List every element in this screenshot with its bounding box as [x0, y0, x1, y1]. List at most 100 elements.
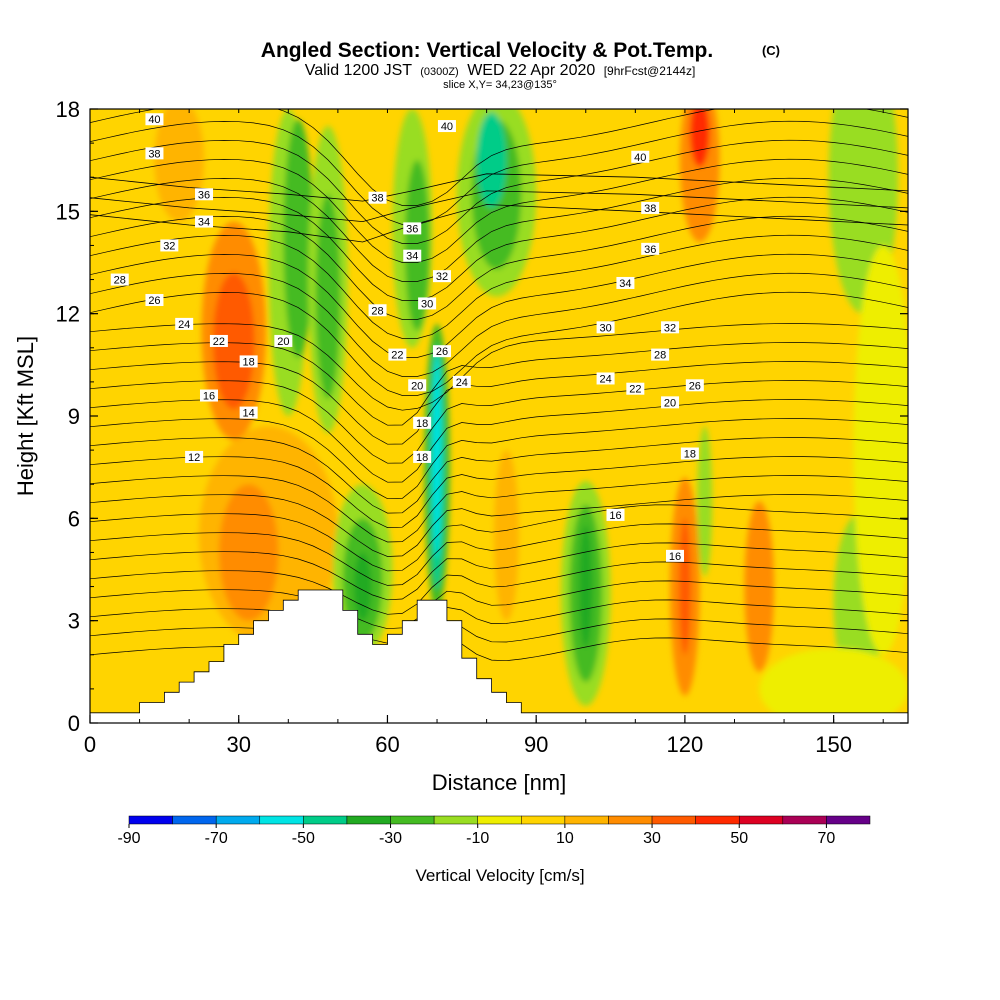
subtitle-date: WED 22 Apr 2020	[467, 62, 595, 79]
velocity-region	[212, 272, 255, 410]
isentrope-line	[90, 253, 908, 358]
contour-label-text: 38	[644, 203, 656, 215]
y-tick-label: 18	[56, 97, 80, 122]
contour-label-box	[368, 191, 387, 204]
colorbar-bin	[608, 815, 653, 825]
contour-label-box	[403, 249, 422, 262]
contour-label: 38	[145, 147, 164, 160]
y-tick-label: 0	[68, 711, 80, 736]
isentrope-line	[90, 177, 908, 282]
contour-label: 28	[368, 304, 387, 317]
contour-label-box	[651, 348, 670, 361]
contour-label-text: 38	[148, 148, 160, 160]
velocity-region	[154, 109, 205, 222]
isentrope-line	[90, 399, 908, 483]
contour-label-text: 36	[644, 244, 656, 256]
velocity-region	[404, 160, 430, 331]
isentrope-line	[90, 475, 908, 543]
contour-label-text: 12	[188, 452, 200, 464]
contour-label-box	[432, 345, 451, 358]
x-tick-label: 0	[84, 732, 96, 757]
x-tick-label: 150	[815, 732, 852, 757]
contour-label: 20	[408, 379, 427, 392]
contour-label-box	[403, 222, 422, 235]
contour-label-text: 16	[669, 551, 681, 563]
subtitle-valid: Valid 1200 JST	[305, 62, 413, 79]
contour-label: 34	[616, 276, 635, 290]
y-tick-label: 3	[68, 609, 80, 634]
isentrope-line	[90, 190, 908, 223]
contour-label-box	[195, 215, 214, 228]
contour-label-text: 28	[114, 275, 126, 287]
contour-label-box	[596, 321, 615, 334]
contour-label: 24	[596, 372, 615, 385]
isentrope-line	[90, 215, 908, 320]
contour-label: 24	[452, 375, 471, 389]
colorbar-bin	[259, 815, 304, 825]
contour-label-box	[641, 242, 660, 255]
contour-label-text: 18	[243, 356, 255, 368]
contour-label: 26	[685, 379, 704, 392]
contour-label: 30	[596, 321, 615, 334]
colorbar-bin	[564, 815, 609, 825]
isentrope-line	[90, 234, 908, 339]
x-tick-label: 90	[524, 732, 548, 757]
velocity-region	[759, 647, 908, 723]
colorbar-bin	[695, 815, 740, 825]
contour-label-box	[110, 273, 129, 286]
contour-label-box	[626, 382, 645, 395]
isentrope-line	[90, 139, 908, 244]
colorbar-bin	[303, 815, 348, 825]
isentrope-line	[90, 494, 908, 557]
contour-label: 40	[631, 150, 650, 164]
velocity-region	[689, 109, 710, 167]
contour-label-text: 20	[664, 397, 676, 409]
contour-label: 28	[651, 348, 670, 362]
y-tick-label: 15	[56, 199, 80, 224]
contour-label-text: 40	[148, 114, 160, 126]
contour-labels: 40 38 36 34 32 28 26 24 22 20 18 16 14 12 40 38 36 34 32 30…	[110, 113, 704, 563]
colorbar-bin	[390, 815, 435, 825]
isentrope-line	[90, 196, 908, 301]
contour-label-box	[606, 508, 625, 521]
contour-label-box	[418, 297, 437, 310]
colorbar-tick-label: 70	[818, 830, 836, 847]
contour-label-box	[209, 334, 228, 347]
isentrope-line	[90, 361, 908, 445]
contour-label: 34	[403, 249, 422, 263]
contour-label-text: 34	[406, 251, 418, 263]
colorbar-tick-label: -10	[466, 830, 489, 847]
contour-label-box	[616, 276, 635, 289]
contour-label-text: 28	[371, 305, 383, 317]
contour-label: 30	[418, 297, 437, 310]
contour-label-text: 32	[664, 322, 676, 334]
isentrope-line	[90, 380, 908, 464]
contour-label-text: 22	[213, 336, 225, 348]
contour-label-text: 18	[416, 452, 428, 464]
colorbar-label: Vertical Velocity [cm/s]	[415, 866, 584, 885]
colorbar-tick-label: -50	[292, 830, 315, 847]
isentrope-line	[90, 437, 908, 514]
colorbar-tick-label: -90	[117, 830, 140, 847]
contour-label-text: 14	[243, 408, 255, 420]
velocity-region	[578, 525, 593, 648]
isentrope-line	[90, 618, 908, 658]
contour-label-text: 26	[148, 295, 160, 307]
velocity-region	[697, 426, 713, 577]
contour-label-text: 16	[203, 391, 215, 403]
contour-label: 34	[195, 215, 214, 229]
colorbar-bin	[738, 815, 784, 825]
contour-label-text: 40	[634, 152, 646, 164]
colorbar-bin	[172, 815, 217, 825]
colorbar-tick-label: -30	[379, 830, 402, 847]
contour-label: 22	[388, 348, 407, 362]
contour-label-text: 34	[198, 217, 210, 229]
contour-label: 28	[110, 273, 129, 287]
contour-label: 16	[606, 508, 625, 522]
colorbar: -90 -70 -50 -30 -10 10 30 50 70	[117, 815, 871, 847]
colorbar-tick-label: 30	[643, 830, 661, 847]
isentrope-line	[90, 323, 908, 411]
contour-label-text: 16	[609, 510, 621, 522]
contour-label: 16	[199, 389, 218, 403]
